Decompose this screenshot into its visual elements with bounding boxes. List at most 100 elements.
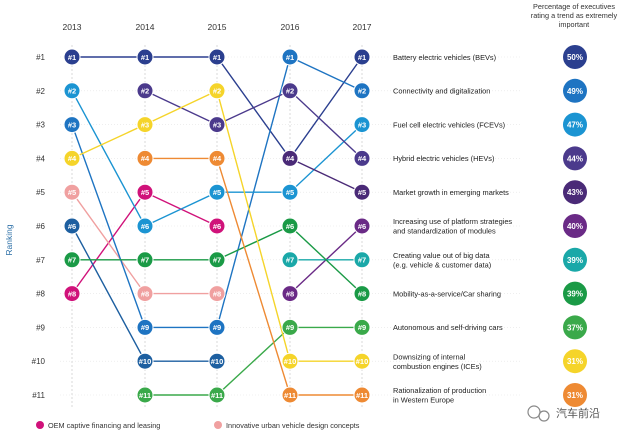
pct-value: 37% <box>567 323 583 332</box>
rank-node <box>136 149 154 167</box>
rank-label: #5 <box>36 188 45 197</box>
rank-node-label: #5 <box>68 188 76 197</box>
rank-node-label: #2 <box>358 87 366 96</box>
rank-label: #4 <box>36 154 45 163</box>
rank-node <box>208 48 226 66</box>
rank-node-label: #6 <box>213 222 221 231</box>
series-line <box>71 191 217 295</box>
trend-label: Mobility-as-a-service/Car sharing <box>393 289 501 298</box>
rank-node <box>353 217 371 235</box>
rank-node <box>281 318 299 336</box>
rank-node-label: #7 <box>213 256 221 265</box>
year-label: 2014 <box>136 22 155 32</box>
rank-label: #1 <box>36 53 45 62</box>
y-axis-label: Ranking <box>4 224 14 255</box>
pct-badge <box>563 383 587 407</box>
rank-node <box>63 149 81 167</box>
rank-node <box>136 82 154 100</box>
series-line <box>289 157 363 193</box>
rank-node-label: #1 <box>141 53 149 62</box>
trend-label: Rationalization of production in Western … <box>393 386 486 405</box>
pct-badge <box>563 281 587 306</box>
trend-label: Battery electric vehicles (BEVs) <box>393 53 496 62</box>
rank-node-label: #10 <box>211 357 224 366</box>
rank-node-label: #11 <box>284 391 296 400</box>
labels-layer: Battery electric vehicles (BEVs) 50% Conne… <box>393 45 587 407</box>
rank-node-label: #7 <box>286 256 294 265</box>
rank-node <box>281 48 299 66</box>
pct-badge <box>563 45 587 69</box>
rank-node-label: #4 <box>286 154 295 163</box>
year-label: 2017 <box>353 22 372 32</box>
pct-badge <box>563 349 587 374</box>
pct-badge <box>563 78 587 103</box>
rank-node <box>281 217 299 235</box>
rank-node-label: #10 <box>284 357 297 366</box>
pct-badge <box>563 247 587 272</box>
rank-label: #10 <box>32 357 46 366</box>
rank-node-label: #3 <box>213 120 221 129</box>
pct-badge <box>563 214 587 238</box>
rank-node <box>208 285 226 303</box>
rank-node-label: #11 <box>356 391 368 400</box>
year-label: 2016 <box>281 22 300 32</box>
rank-node-label: #4 <box>213 154 222 163</box>
rank-node <box>208 386 226 404</box>
pct-badge <box>563 315 587 340</box>
series-line <box>145 326 362 396</box>
rank-node-label: #6 <box>286 222 294 231</box>
rank-label: #2 <box>36 87 45 96</box>
rank-node-label: #7 <box>358 256 366 265</box>
rank-node <box>63 251 81 269</box>
rank-node-label: #7 <box>68 256 76 265</box>
rank-node <box>281 251 299 269</box>
rank-node <box>353 352 371 370</box>
rank-node-label: #8 <box>213 289 221 298</box>
rank-label: #11 <box>32 391 45 400</box>
rank-node <box>208 251 226 269</box>
series-line <box>145 157 362 396</box>
rank-node-label: #8 <box>141 289 149 298</box>
rank-node-label: #7 <box>141 256 149 265</box>
year-label: 2013 <box>63 22 82 32</box>
rank-node <box>136 352 154 370</box>
rank-node-label: #6 <box>68 222 76 231</box>
rank-node <box>281 82 299 100</box>
rank-node-label: #2 <box>141 87 149 96</box>
rank-node <box>136 285 154 303</box>
rank-node <box>136 48 154 66</box>
trend-label: Fuel cell electric vehicles (FCEVs) <box>393 120 505 129</box>
pct-value: 39% <box>567 290 583 299</box>
rank-node <box>63 217 81 235</box>
rank-node-label: #2 <box>286 87 294 96</box>
trend-label: Downsizing of internal combustion engines… <box>393 352 482 371</box>
trend-label: Increasing use of platform strategies and… <box>393 217 512 236</box>
rank-label: #9 <box>36 323 45 332</box>
watermark-text: 汽车前沿 <box>556 406 600 420</box>
rank-node <box>353 251 371 269</box>
rank-node <box>353 116 371 134</box>
trend-label: Connectivity and digitalization <box>393 87 490 96</box>
rank-node <box>353 285 371 303</box>
rank-node-label: #8 <box>68 289 76 298</box>
rank-node-label: #1 <box>68 53 76 62</box>
rank-node <box>281 352 299 370</box>
rank-node <box>281 149 299 167</box>
rank-node-label: #4 <box>68 154 77 163</box>
rank-node-label: #6 <box>141 222 149 231</box>
rank-node-label: #11 <box>139 391 151 400</box>
rank-node-label: #9 <box>358 323 366 332</box>
rank-node <box>208 116 226 134</box>
rank-node <box>281 183 299 201</box>
trend-label: Market growth in emerging markets <box>393 188 509 197</box>
rank-node-label: #4 <box>358 154 367 163</box>
trend-label: Autonomous and self-driving cars <box>393 323 503 332</box>
trend-label: Creating value out of big data (e.g. vehi… <box>393 251 491 270</box>
pct-value: 50% <box>567 53 583 62</box>
rank-label: #8 <box>36 290 45 299</box>
rank-node <box>281 386 299 404</box>
rank-node-label: #5 <box>213 188 221 197</box>
rank-node-label: #9 <box>286 323 294 332</box>
rank-node-label: #5 <box>141 188 149 197</box>
